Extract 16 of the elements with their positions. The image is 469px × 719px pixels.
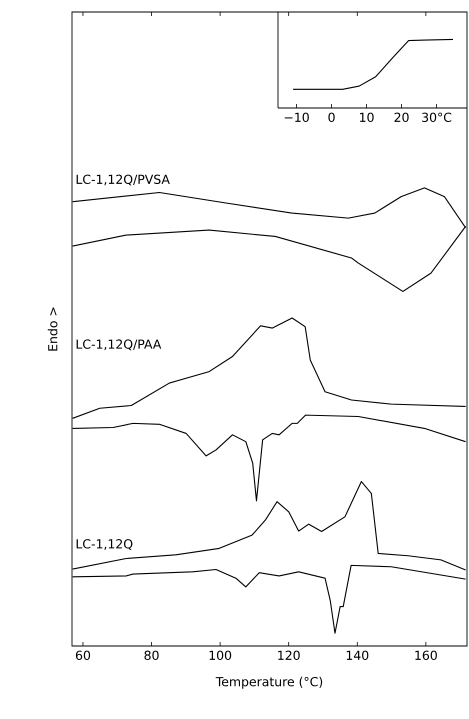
x-tick-label: 140 [346, 650, 368, 660]
x-tick-label: 20 [394, 112, 409, 122]
x-tick-label: −10 [284, 112, 309, 122]
x-tick-label: 0 [328, 112, 335, 122]
x-tick-label: 60 [76, 650, 90, 660]
x-tick-label: 30°C [422, 112, 452, 122]
annotation: LC-1,12Q [76, 539, 132, 550]
y-axis-title: Endo > [48, 307, 58, 351]
x-tick-label: 120 [278, 650, 300, 660]
text: LC-1,12Q/PVSA [76, 174, 170, 186]
x-axis-title: Temperature (°C) [216, 676, 322, 689]
x-tick-label: 160 [415, 650, 437, 660]
annotation: LC-1,12Q/PAA [76, 339, 162, 350]
x-tick-label: 100 [210, 650, 232, 660]
x-tick-label: 80 [144, 650, 159, 660]
x-tick-label: 10 [360, 112, 374, 122]
